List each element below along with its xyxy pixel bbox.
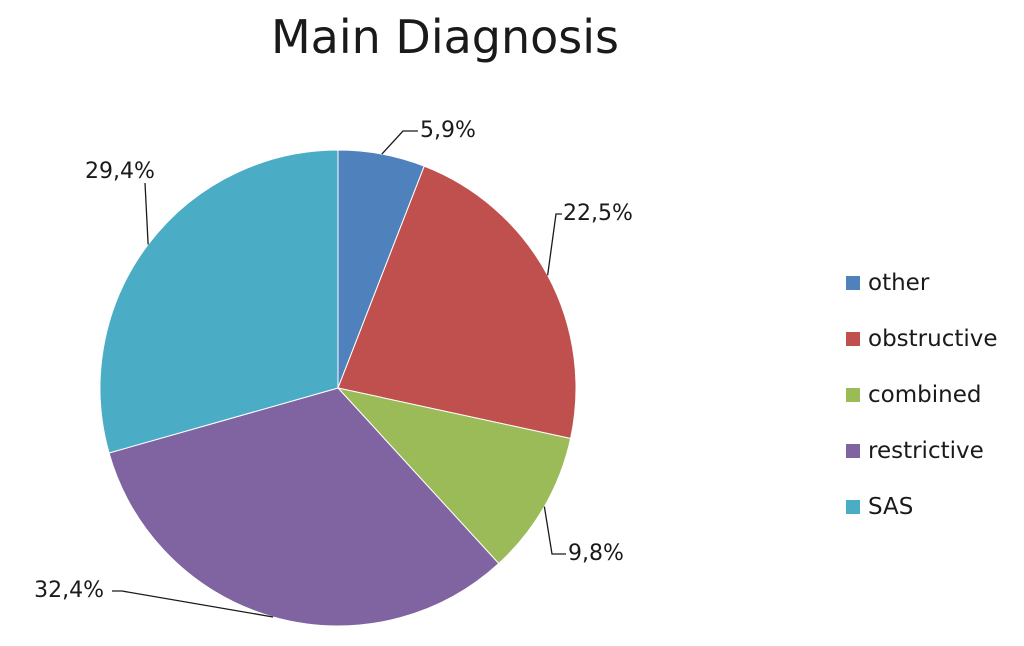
- legend-label-combined: combined: [868, 382, 982, 408]
- legend-item-restrictive: restrictive: [846, 423, 998, 479]
- legend-item-combined: combined: [846, 367, 998, 423]
- legend-label-restrictive: restrictive: [868, 438, 984, 464]
- legend: other obstructive combined restrictive SAS: [846, 255, 998, 535]
- pie-slice-SAS: [99, 149, 339, 454]
- leader-line-restrictive: [112, 590, 274, 618]
- legend-item-SAS: SAS: [846, 479, 998, 535]
- data-label-SAS: 29,4%: [85, 159, 155, 184]
- leader-line-obstructive: [546, 213, 562, 276]
- data-label-combined: 9,8%: [568, 541, 624, 566]
- legend-label-obstructive: obstructive: [868, 326, 998, 352]
- legend-swatch-combined: [846, 388, 860, 402]
- legend-label-other: other: [868, 270, 930, 296]
- legend-swatch-SAS: [846, 500, 860, 514]
- legend-swatch-restrictive: [846, 444, 860, 458]
- data-label-obstructive: 22,5%: [563, 201, 633, 226]
- legend-swatch-obstructive: [846, 332, 860, 346]
- leader-line-combined: [543, 506, 566, 555]
- legend-item-other: other: [846, 255, 998, 311]
- leader-line-SAS: [144, 182, 149, 245]
- data-label-other: 5,9%: [420, 118, 476, 143]
- pie-slice-obstructive: [337, 165, 577, 440]
- chart-title: Main Diagnosis: [270, 10, 620, 64]
- legend-item-obstructive: obstructive: [846, 311, 998, 367]
- legend-swatch-other: [846, 276, 860, 290]
- legend-label-SAS: SAS: [868, 494, 914, 520]
- leader-line-other: [381, 130, 418, 155]
- data-label-restrictive: 32,4%: [34, 578, 104, 603]
